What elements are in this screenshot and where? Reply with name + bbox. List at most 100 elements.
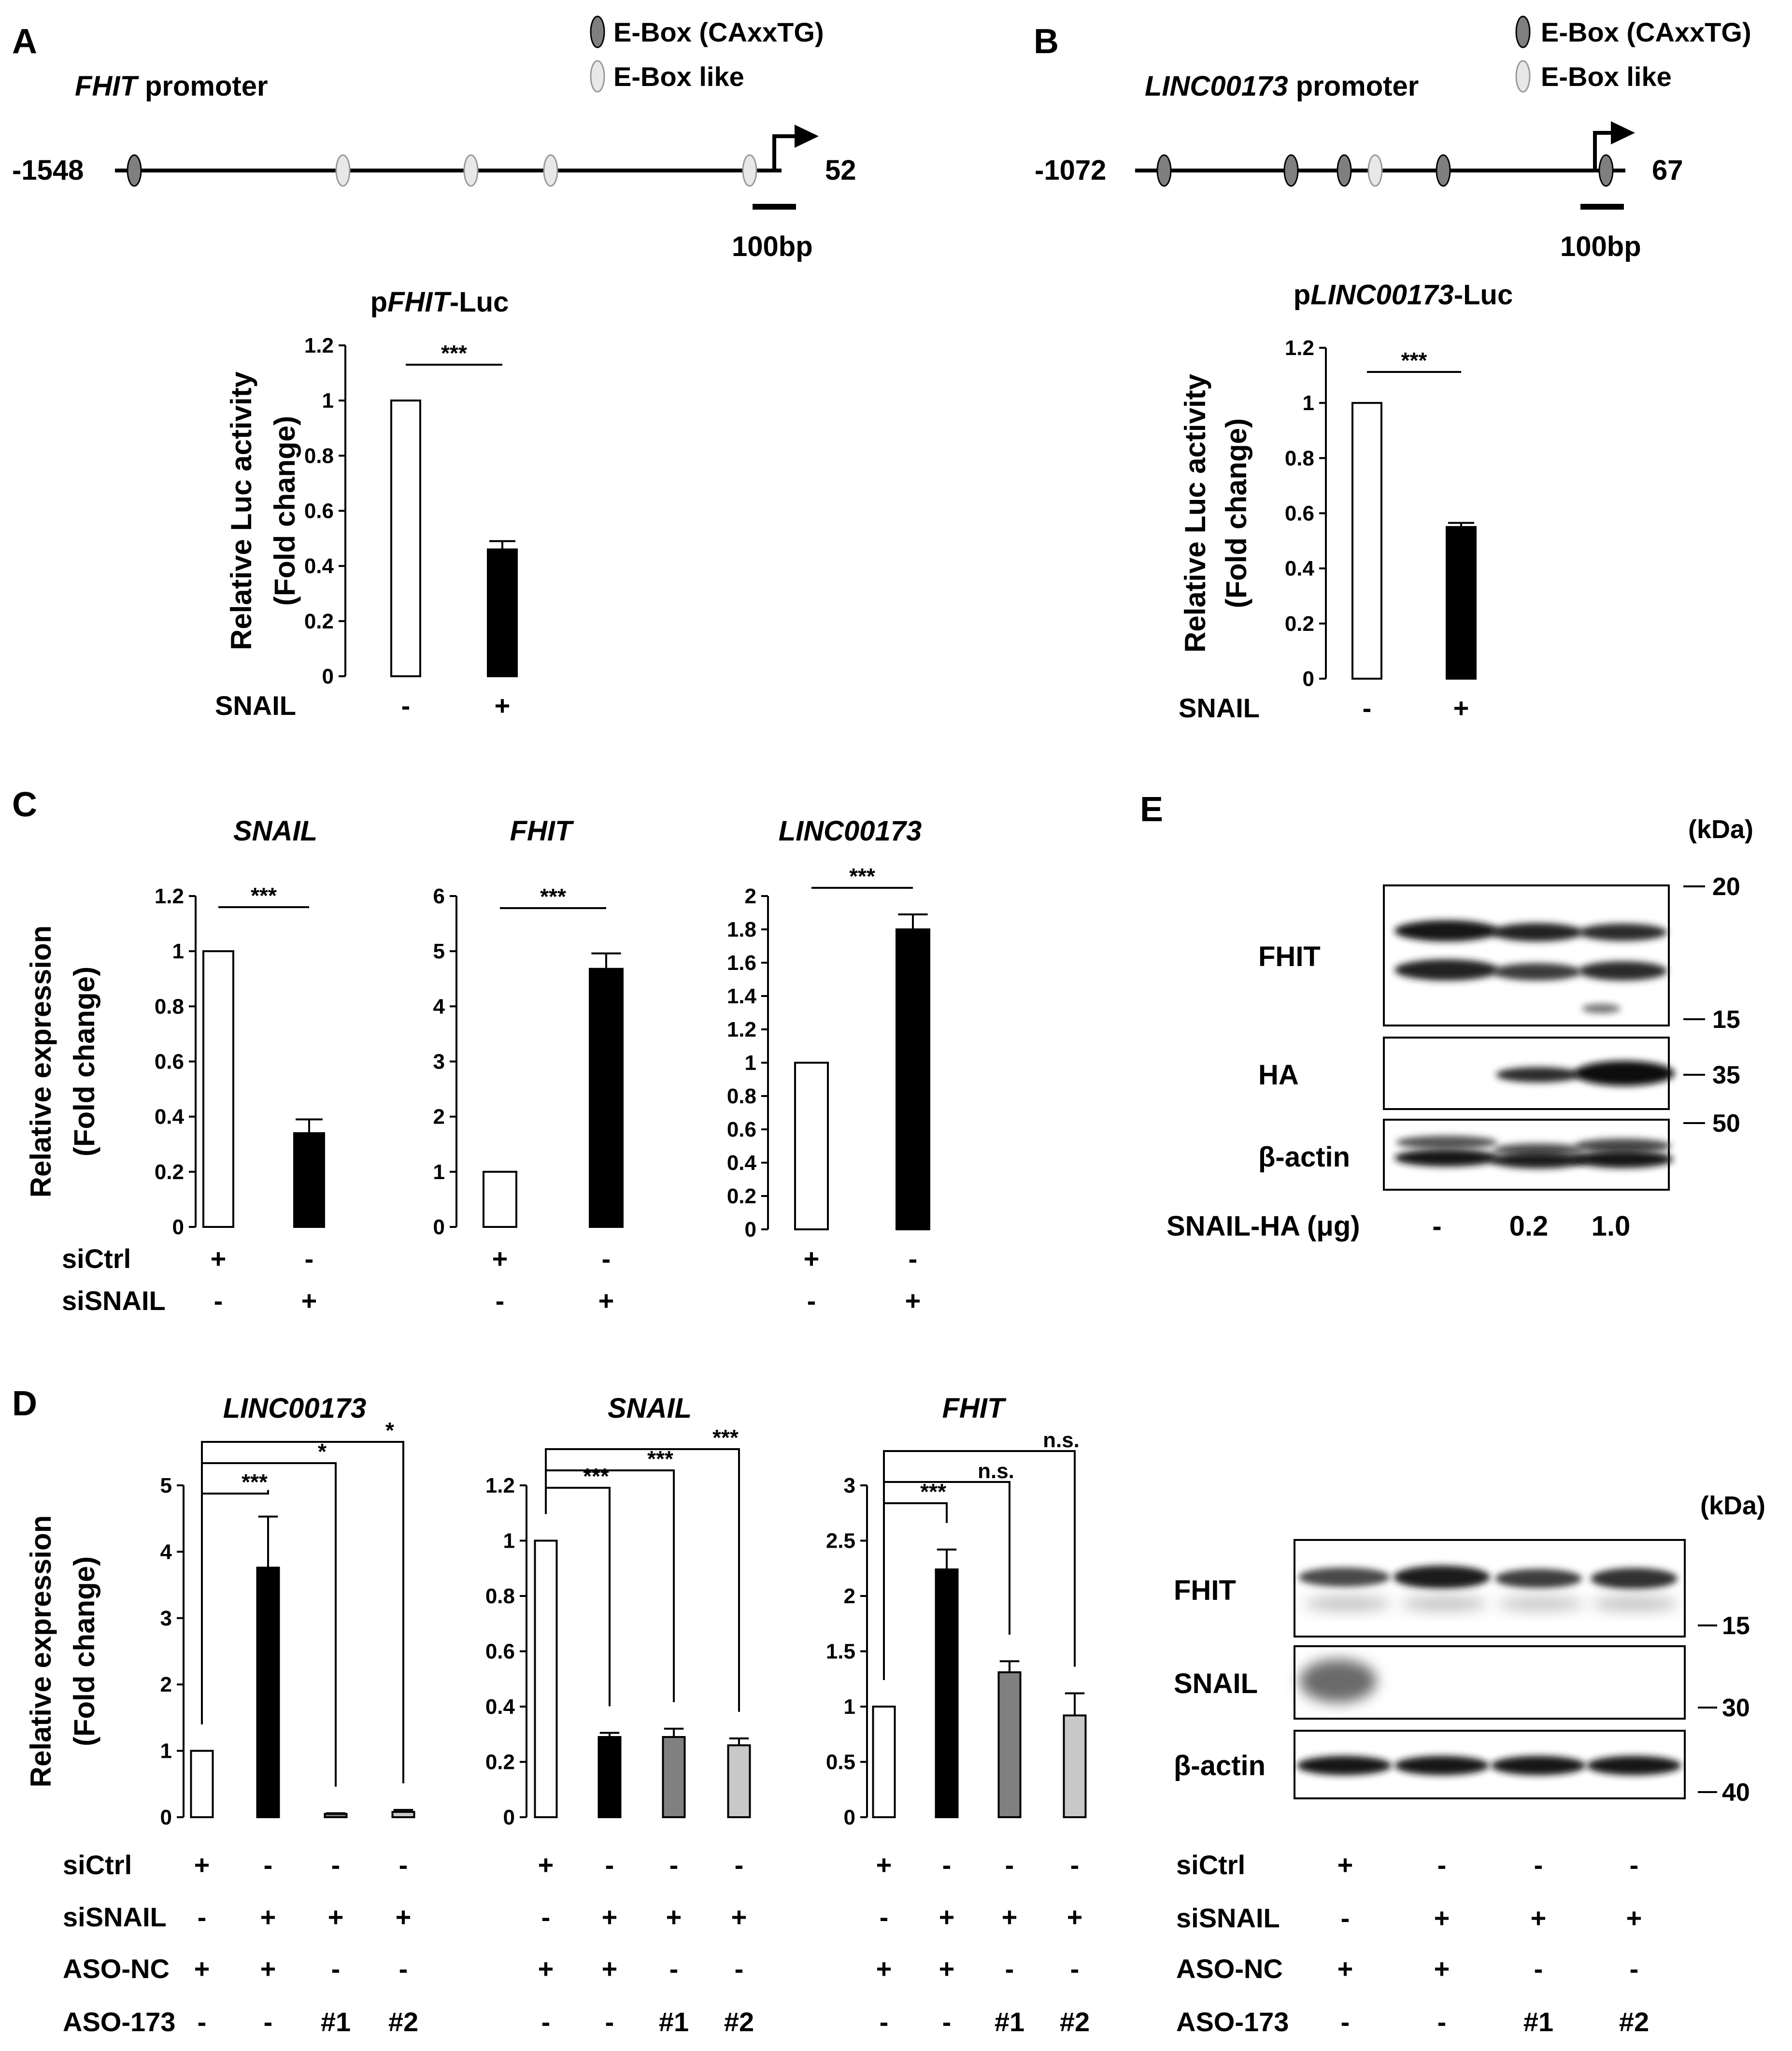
y-tick-label: 0 [433,1215,445,1239]
y-tick-label: 1.2 [304,334,334,357]
y-tick-label: 0 [322,665,334,688]
panel-label-d: D [12,1384,37,1423]
blot-d-condition-value: + [1434,1903,1450,1933]
condition-value: + [939,1953,955,1984]
condition-label: SNAIL [1179,693,1260,723]
chart-title-gene: SNAIL [608,1393,692,1424]
condition-value: #2 [388,2007,418,2037]
chart-D_linc: LINC00173 Relative expression (Fold change… [25,1393,418,2037]
blot-e-condition-value-3: 1.0 [1592,1211,1631,1242]
ebox-like-fhit-2 [463,154,479,187]
significance-label: *** [583,1464,609,1489]
condition-value: #2 [724,2007,754,2037]
y-tick-label: 0.4 [304,555,334,578]
y-tick-label: 0 [172,1215,184,1239]
blot-d-row-label-actin: β-actin [1174,1750,1266,1781]
promoter-gene-fhit: FHIT [75,71,139,102]
bar-2 [256,1567,280,1818]
promoter-diagram-linc00173: B LINC00173 promoter E-Box (CAxxTG) E-Bo… [1034,15,1751,262]
ebox-linc-5 [1598,154,1614,187]
blot-d-condition-value: - [1341,2007,1350,2037]
significance-bracket [883,1450,1076,1680]
significance-label: *** [251,883,277,908]
condition-value: + [328,1902,344,1932]
blot-d-condition-label: ASO-NC [1176,1953,1283,1984]
blot-d-condition-value: - [1534,1850,1543,1880]
bar-3 [997,1671,1022,1818]
blot-d-condition-value: - [1630,1953,1639,1984]
chart-D_fhit: FHIT 0 0.5 1 1.5 2 2.5 3 *** n.s. n.s. + - - - - + + + + + - -… [826,1393,1090,2037]
bar-1 [483,1170,517,1228]
condition-value: + [1067,1902,1083,1932]
ebox-fhit-1 [127,154,142,187]
condition-value: - [399,1850,408,1880]
blot-e-marker-15: 15 [1712,1006,1740,1034]
condition-value: + [876,1850,892,1880]
condition-value: - [880,2007,889,2037]
y-tick-label: 0.8 [155,995,184,1018]
significance-label: *** [441,341,467,366]
blot-d-condition-value: - [1341,1903,1350,1933]
significance-label: *** [712,1425,739,1450]
condition-value: #1 [659,2007,689,2037]
blot-d-band-actin-2 [1394,1756,1489,1775]
chart-title-gene: FHIT [942,1393,1007,1424]
y-tick-label: 4 [433,995,445,1018]
y-tick-label: 2 [433,1105,445,1129]
blot-d-band-actin-1 [1297,1756,1392,1775]
chart-A_luc: pFHIT-Luc Relative Luc activity (Fold chan… [215,286,518,721]
blot-d-condition-value: #1 [1523,2007,1553,2037]
bar-2 [589,968,624,1228]
panel-label-c: C [12,785,37,824]
blot-e-band-ha-3 [1574,1061,1675,1086]
y-tick-label: 1 [322,389,334,413]
condition-value: - [1070,1953,1080,1984]
blot-d-condition-value: - [1437,1850,1447,1880]
condition-value: + [260,1953,276,1984]
y-tick-label: 0.2 [485,1751,515,1774]
tss-arrowhead-fhit [795,125,819,148]
y-tick-label: 1 [433,1160,445,1184]
y-tick-label: 0.8 [727,1084,756,1108]
blot-e-band-actin-2 [1493,1143,1584,1156]
y-tick-label: 1.6 [727,951,756,975]
bar-2 [487,548,518,677]
y-tick-label: 0.6 [727,1118,756,1141]
y-tick-label: 2 [160,1673,172,1696]
blot-d-condition-value: + [1531,1903,1547,1933]
blot-d-band-fhit-4b [1592,1596,1678,1611]
chart-title: LINC00173 [223,1393,367,1424]
blot-d-condition-value: + [1337,1850,1353,1880]
y-axis-label-line-2: (Fold change) [68,967,100,1156]
y-tick-label: 1 [1303,391,1314,415]
significance-bracket [201,1441,404,1783]
bar-2 [293,1132,325,1228]
blot-d-band-actin-3 [1491,1756,1586,1775]
blot-d-kda-label: (kDa) [1700,1491,1765,1520]
y-tick-label: 0.4 [155,1105,185,1129]
chart-C_snail: SNAIL Relative expression (Fold change) 0 0.… [25,815,325,1316]
condition-label: siSNAIL [62,1285,166,1316]
y-tick-label: 0.2 [304,610,334,633]
blot-e-band-fhit-upper-1 [1394,920,1499,941]
tss-arrowhead-linc00173 [1611,121,1635,144]
blot-e-condition-value-1: - [1432,1211,1441,1242]
blot-d-condition-label: ASO-173 [1176,2007,1289,2037]
y-tick-label: 1.2 [727,1018,756,1041]
condition-value: - [602,1243,611,1274]
significance-label: *** [647,1446,673,1471]
chart-title-gene: LINC00173 [223,1393,367,1424]
y-tick-label: 1 [172,940,184,963]
blot-e-marker-20: 20 [1712,873,1740,901]
blot-d-bands [1297,1566,1681,1775]
condition-value: + [666,1902,682,1932]
condition-value: + [731,1902,747,1932]
blot-e-marker-35: 35 [1712,1061,1740,1089]
y-tick-label: 0.6 [155,1050,184,1074]
blot-d-marker-15: 15 [1722,1612,1750,1640]
y-tick-label: 0.8 [1285,446,1314,470]
significance-label: *** [920,1479,946,1504]
y-axis-label-line-1: Relative expression [25,1515,57,1788]
scale-label-linc00173: 100bp [1560,231,1641,262]
bar-3 [662,1736,686,1819]
